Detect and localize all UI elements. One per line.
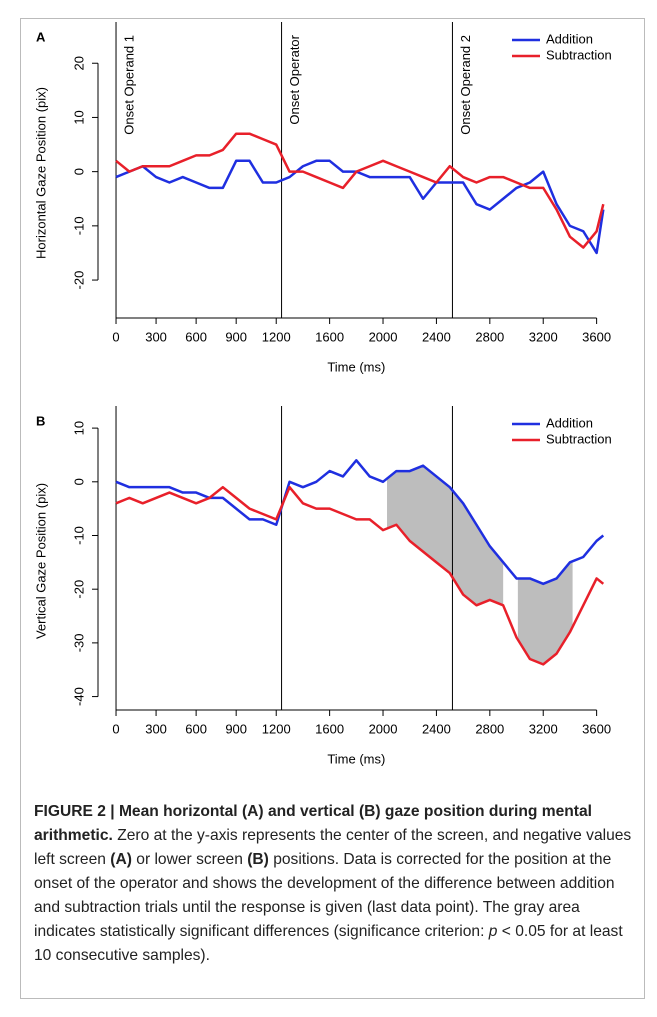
onset-label: Onset Operand 2	[458, 35, 473, 135]
x-tick-label: 2400	[422, 329, 451, 344]
legend-label: Subtraction	[546, 47, 612, 62]
caption-text: Zero at the y-axis represents the center…	[34, 827, 632, 868]
y-tick-label: 0	[71, 478, 86, 485]
y-tick-label: 0	[71, 168, 86, 175]
series-line	[115, 132, 605, 249]
y-tick-label: 10	[71, 110, 86, 124]
x-tick-label: 2400	[422, 721, 451, 736]
caption-text: positions. Data is corrected for the pos…	[34, 851, 615, 940]
x-axis-label: Time (ms)	[327, 359, 385, 374]
caption-text: < 0.05 for at least 10 consecutive sampl…	[34, 923, 623, 964]
x-tick-label: 2000	[369, 721, 398, 736]
series-line	[115, 485, 605, 666]
onset-label: Onset Operator	[287, 34, 302, 124]
caption-text: (B)	[247, 851, 269, 868]
y-tick-label: 10	[71, 421, 86, 435]
charts: Onset Operand 1 Onset Operator Onset Opera…	[33, 22, 612, 766]
significance-area	[387, 465, 504, 606]
x-tick-label: 300	[145, 329, 167, 344]
legend-label: Subtraction	[546, 431, 612, 446]
figure-frame	[20, 18, 645, 999]
caption-text: or lower screen	[131, 851, 248, 868]
x-tick-label: 1200	[262, 329, 291, 344]
y-tick-label: -20	[71, 271, 86, 290]
caption-text: (A)	[110, 851, 132, 868]
caption: FIGURE 2 | Mean horizontal (A) and verti…	[34, 800, 636, 968]
x-tick-label: 3600	[582, 329, 611, 344]
y-axis-label: Vertical Gaze Position (pix)	[33, 483, 48, 639]
x-axis-label: Time (ms)	[327, 751, 385, 766]
x-tick-label: 300	[145, 721, 167, 736]
panel-label: A	[36, 29, 46, 44]
x-tick-label: 3200	[529, 721, 558, 736]
x-tick-label: 2800	[475, 721, 504, 736]
panel-label: B	[36, 413, 45, 428]
y-tick-label: -40	[71, 687, 86, 706]
y-tick-label: -10	[71, 526, 86, 545]
caption-text: p	[488, 923, 498, 940]
series-line	[115, 159, 605, 255]
y-tick-label: -10	[71, 216, 86, 235]
x-tick-label: 3600	[582, 721, 611, 736]
series-line	[115, 459, 605, 586]
x-tick-label: 600	[185, 721, 207, 736]
x-tick-label: 2800	[475, 329, 504, 344]
y-axis-label: Horizontal Gaze Position (pix)	[33, 87, 48, 259]
onset-label: Onset Operand 1	[121, 35, 136, 135]
x-tick-label: 0	[112, 721, 119, 736]
legend-label: Addition	[546, 415, 593, 430]
x-tick-label: 1600	[315, 329, 344, 344]
x-tick-label: 0	[112, 329, 119, 344]
x-tick-label: 600	[185, 329, 207, 344]
x-tick-label: 3200	[529, 329, 558, 344]
x-tick-label: 2000	[369, 329, 398, 344]
caption-title: FIGURE 2 | Mean horizontal (A) and verti…	[34, 803, 592, 844]
significance-area	[517, 561, 573, 665]
x-tick-label: 900	[225, 329, 247, 344]
x-tick-label: 1600	[315, 721, 344, 736]
x-tick-label: 1200	[262, 721, 291, 736]
legend-label: Addition	[546, 31, 593, 46]
x-tick-label: 900	[225, 721, 247, 736]
y-tick-label: -20	[71, 580, 86, 599]
y-tick-label: -30	[71, 633, 86, 652]
y-tick-label: 20	[71, 56, 86, 70]
